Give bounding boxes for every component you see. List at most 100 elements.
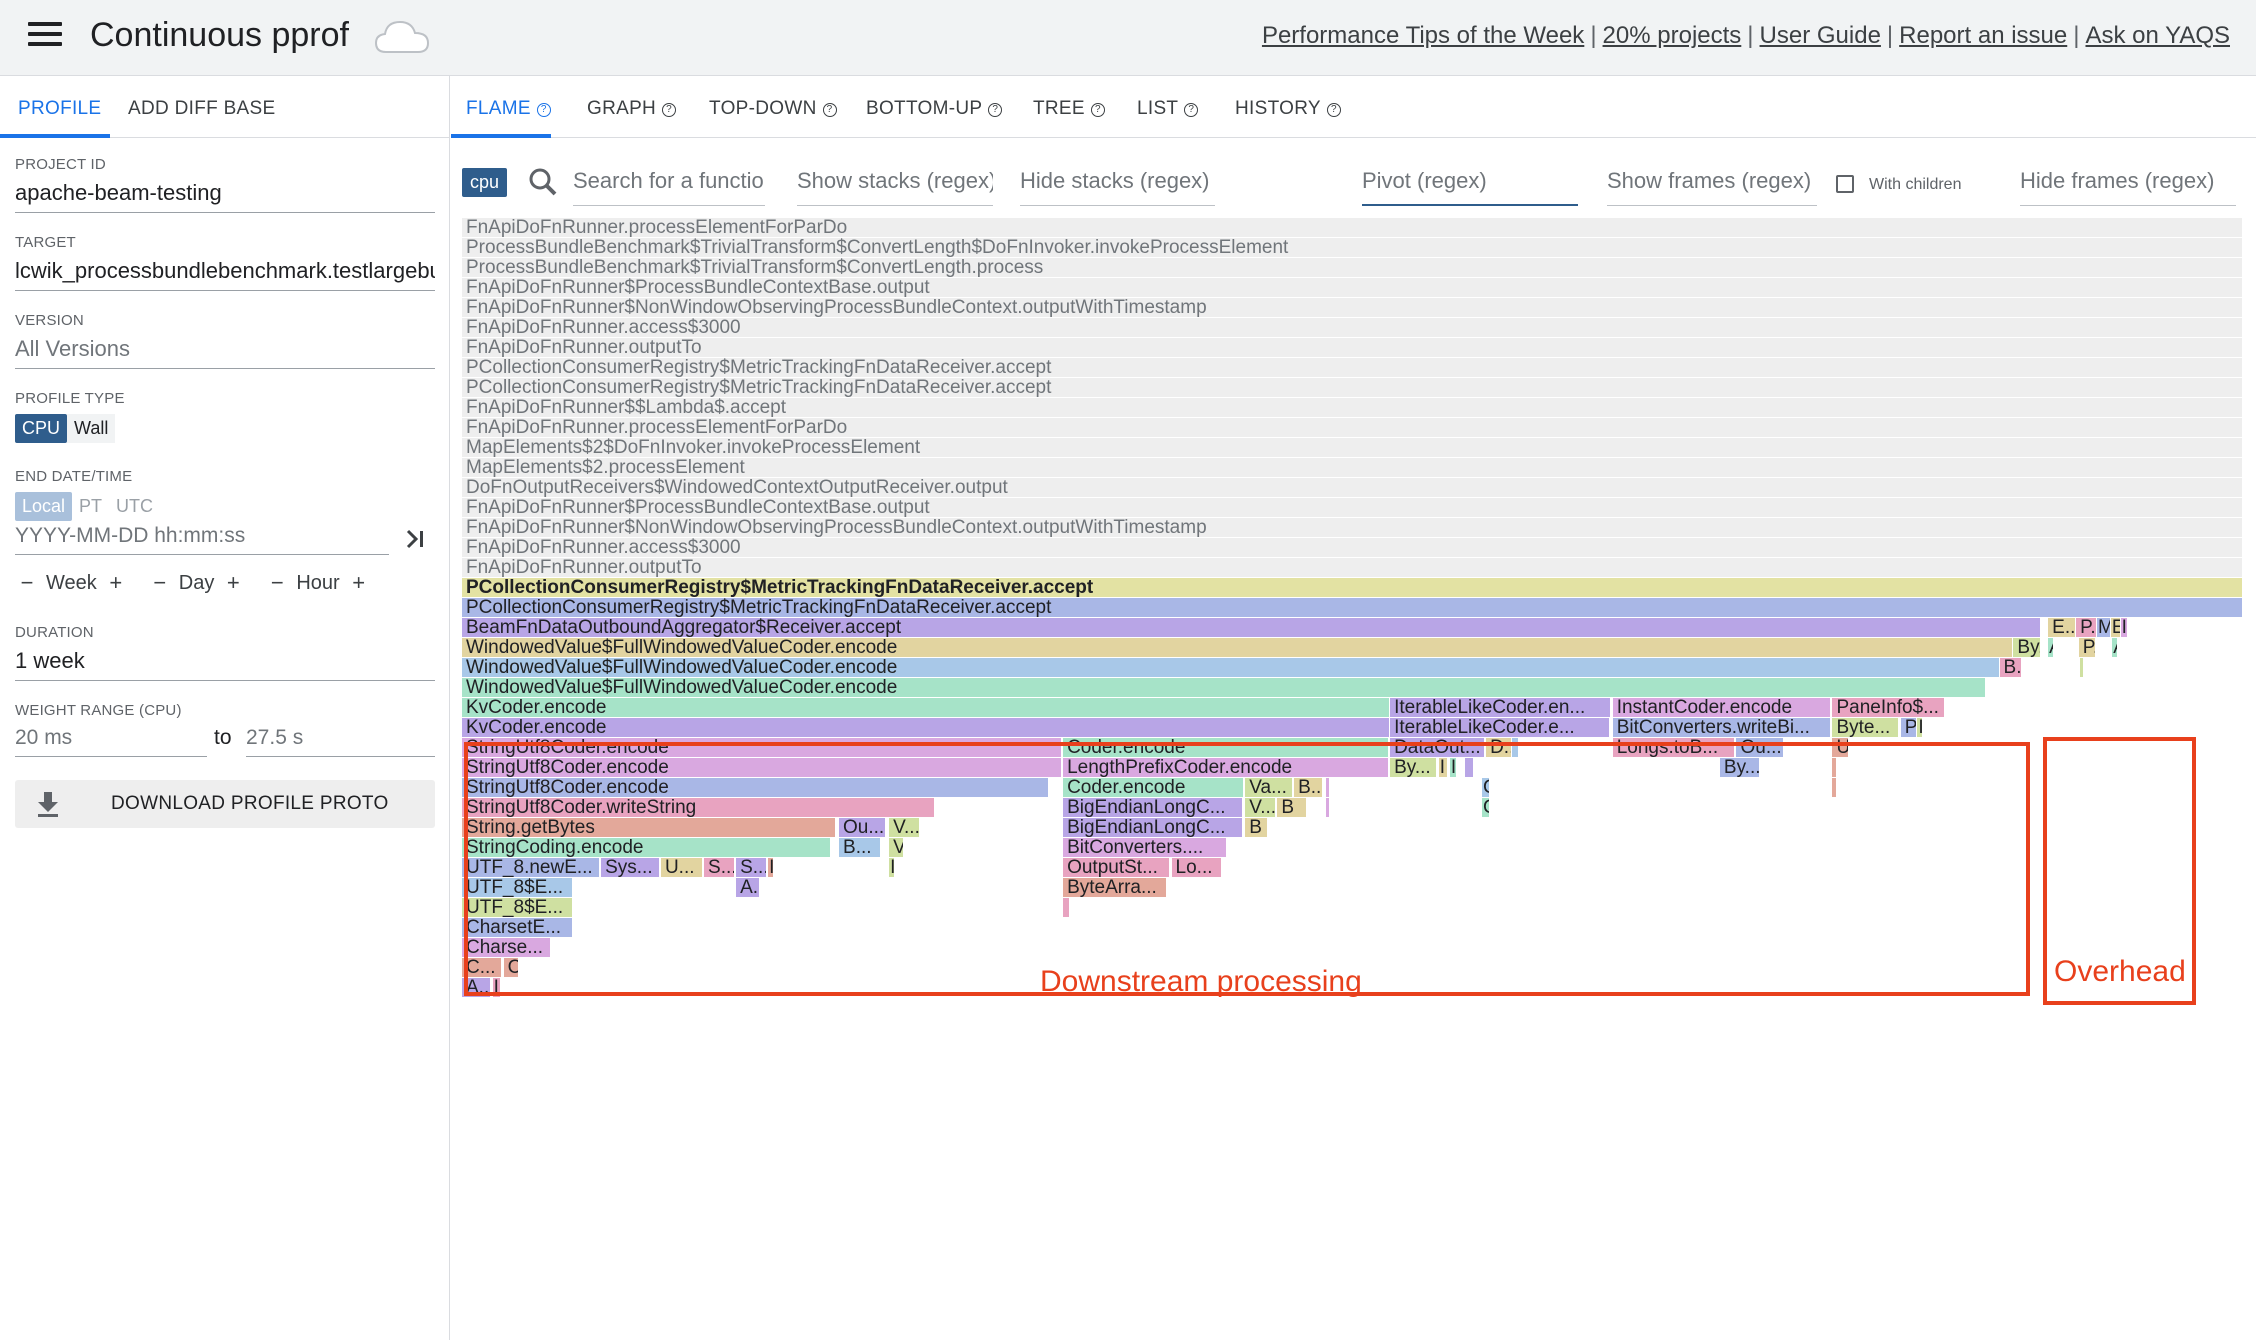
flame-frame[interactable]: M — [2096, 618, 2110, 637]
flame-frame[interactable]: P... — [2076, 618, 2096, 637]
flame-frame[interactable]: V... — [889, 818, 919, 837]
tab-add-diff-base[interactable]: ADD DIFF BASE — [128, 98, 276, 119]
day-plus-button[interactable]: + — [226, 570, 240, 595]
end-date-input[interactable]: YYYY-MM-DD hh:mm:ss — [15, 524, 389, 555]
tab-top-down[interactable]: TOP-DOWN? — [709, 98, 837, 120]
flame-frame[interactable] — [1832, 778, 1836, 797]
flame-frame[interactable]: By... — [1719, 758, 1760, 777]
flame-frame[interactable]: E... — [2048, 618, 2075, 637]
flame-frame[interactable]: ProcessBundleBenchmark$TrivialTransform$… — [462, 238, 2242, 257]
flame-frame[interactable]: FnApiDoFnRunner.access$3000 — [462, 538, 2242, 557]
tab-history[interactable]: HISTORY? — [1235, 98, 1341, 120]
flame-frame[interactable]: String.getBytes — [462, 818, 836, 837]
flame-frame[interactable]: Charse... — [462, 938, 551, 957]
day-minus-button[interactable]: − — [153, 570, 167, 595]
flame-frame[interactable]: B — [1277, 798, 1306, 817]
flame-frame[interactable]: FnApiDoFnRunner$NonWindowObservingProces… — [462, 298, 2242, 317]
tab-profile[interactable]: PROFILE — [18, 98, 102, 119]
flame-frame[interactable]: PCollectionConsumerRegistry$MetricTracki… — [462, 358, 2242, 377]
flame-frame[interactable]: BitConverters.writeBi... — [1612, 718, 1831, 737]
flame-frame[interactable]: WindowedValue$FullWindowedValueCoder.enc… — [462, 658, 1999, 677]
flame-frame[interactable]: A — [2048, 638, 2053, 657]
weight-to-input[interactable]: 27.5 s — [246, 726, 435, 757]
flame-frame[interactable]: FnApiDoFnRunner.access$3000 — [462, 318, 2242, 337]
flame-frame[interactable]: B... — [839, 838, 880, 857]
flame-frame[interactable]: PCollectionConsumerRegistry$MetricTracki… — [462, 578, 2242, 597]
flame-frame[interactable]: Byte... — [1832, 718, 1899, 737]
help-icon[interactable]: ? — [536, 103, 551, 117]
version-field[interactable]: All Versions — [15, 336, 435, 369]
flame-frame[interactable]: E — [2110, 618, 2120, 637]
flame-frame[interactable]: WindowedValue$FullWindowedValueCoder.enc… — [462, 638, 2013, 657]
flame-frame[interactable]: LengthPrefixCoder.encode — [1063, 758, 1388, 777]
flame-frame[interactable]: MapElements$2.processElement — [462, 458, 2242, 477]
tab-flame[interactable]: FLAME? — [466, 98, 551, 120]
flame-frame[interactable]: FnApiDoFnRunner$$Lambda$.accept — [462, 398, 2242, 417]
help-icon[interactable]: ? — [1326, 103, 1341, 117]
flame-frame[interactable]: ProcessBundleBenchmark$TrivialTransform$… — [462, 258, 2242, 277]
flame-frame[interactable]: FnApiDoFnRunner.processElementForParDo — [462, 418, 2242, 437]
flame-frame[interactable]: BeamFnDataOutboundAggregator$Receiver.ac… — [462, 618, 2041, 637]
flame-frame[interactable]: IterableLikeCoder.en... — [1390, 698, 1611, 717]
timezone-utc[interactable]: UTC — [116, 496, 154, 516]
flame-frame[interactable]: KvCoder.encode — [462, 698, 1390, 717]
hour-plus-button[interactable]: + — [352, 570, 366, 595]
help-icon[interactable]: ? — [662, 103, 677, 117]
flame-frame[interactable]: P — [1900, 718, 1917, 737]
flame-frame[interactable]: FnApiDoFnRunner.processElementForParDo — [462, 218, 2242, 237]
profile-type-cpu[interactable]: CPU — [15, 414, 68, 443]
flame-frame[interactable]: BigEndianLongC... — [1063, 818, 1242, 837]
hide-stacks-input[interactable]: Hide stacks (regex) — [1020, 168, 1215, 206]
flame-frame[interactable]: B — [1245, 818, 1267, 837]
show-frames-input[interactable]: Show frames (regex) — [1607, 168, 1817, 206]
flame-frame[interactable]: WindowedValue$FullWindowedValueCoder.enc… — [462, 678, 1985, 697]
flame-frame[interactable]: PCollectionConsumerRegistry$MetricTracki… — [462, 598, 2242, 617]
flame-frame[interactable] — [2080, 658, 2084, 677]
flame-frame[interactable]: I — [492, 978, 500, 997]
help-icon[interactable]: ? — [1090, 103, 1105, 117]
flame-frame[interactable]: PaneInfo$... — [1832, 698, 1945, 717]
tab-graph[interactable]: GRAPH? — [587, 98, 677, 120]
flame-frame[interactable] — [1063, 898, 1070, 917]
flame-frame[interactable]: U... — [660, 858, 702, 877]
help-icon[interactable]: ? — [1184, 103, 1199, 117]
flame-frame[interactable]: S... — [736, 858, 766, 877]
flame-frame[interactable]: Sys... — [601, 858, 659, 877]
flame-frame[interactable]: ByteArra... — [1063, 878, 1167, 897]
flame-frame[interactable]: UTF_8.newE... — [462, 858, 599, 877]
download-profile-button[interactable]: DOWNLOAD PROFILE PROTO — [15, 780, 435, 828]
flame-frame[interactable]: StringUtf8Coder.writeString — [462, 798, 935, 817]
flame-frame[interactable]: V — [889, 838, 904, 857]
flame-frame[interactable]: I — [1917, 718, 1922, 737]
flame-frame[interactable]: I — [889, 858, 894, 877]
link-20-projects[interactable]: 20% projects — [1602, 22, 1742, 49]
hide-frames-input[interactable]: Hide frames (regex) — [2020, 168, 2236, 206]
flame-frame[interactable]: StringUtf8Coder.encode — [462, 778, 1049, 797]
help-icon[interactable]: ? — [988, 103, 1003, 117]
flame-frame[interactable]: B... — [1294, 778, 1323, 797]
flame-frame[interactable]: C — [1481, 798, 1490, 817]
flame-frame[interactable]: IterableLikeCoder.e... — [1390, 718, 1609, 737]
flame-frame[interactable]: PCollectionConsumerRegistry$MetricTracki… — [462, 378, 2242, 397]
with-children-checkbox[interactable] — [1836, 175, 1854, 193]
flame-frame[interactable]: UTF_8$E... — [462, 898, 573, 917]
flame-frame[interactable]: FnApiDoFnRunner$NonWindowObservingProces… — [462, 518, 2242, 537]
flame-frame[interactable]: A... — [736, 878, 759, 897]
jump-to-now-icon[interactable] — [402, 526, 428, 552]
flame-frame[interactable]: C — [503, 958, 518, 977]
flame-frame[interactable]: A — [2112, 638, 2117, 657]
tab-list[interactable]: LIST? — [1137, 98, 1199, 120]
flame-frame[interactable]: BigEndianLongC... — [1063, 798, 1242, 817]
flame-frame[interactable]: UTF_8$E... — [462, 878, 573, 897]
flame-frame[interactable]: Va... — [1245, 778, 1292, 797]
show-stacks-input[interactable]: Show stacks (regex) — [797, 168, 993, 206]
flame-frame[interactable]: MapElements$2$DoFnInvoker.invokeProcessE… — [462, 438, 2242, 457]
tab-tree[interactable]: TREE? — [1033, 98, 1105, 120]
flame-frame[interactable]: V... — [1245, 798, 1275, 817]
flame-frame[interactable] — [1512, 738, 1519, 757]
flame-frame[interactable]: C — [1481, 778, 1490, 797]
duration-field[interactable]: 1 week — [15, 648, 435, 681]
link-ask-yaqs[interactable]: Ask on YAQS — [2085, 22, 2230, 49]
flame-frame[interactable]: FnApiDoFnRunner$ProcessBundleContextBase… — [462, 278, 2242, 297]
flame-frame[interactable]: B... — [1999, 658, 2021, 677]
